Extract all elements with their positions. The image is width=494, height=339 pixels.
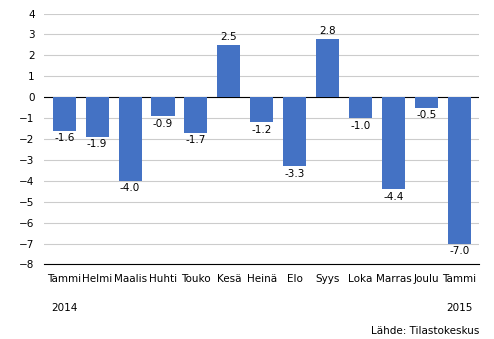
Bar [349, 97, 372, 118]
Text: -4.4: -4.4 [383, 192, 404, 202]
Bar [119, 97, 142, 181]
Bar [217, 45, 241, 97]
Text: -1.0: -1.0 [351, 121, 370, 131]
Text: 2.8: 2.8 [320, 26, 336, 36]
Bar [448, 97, 471, 243]
Text: -1.2: -1.2 [251, 125, 272, 135]
Bar [85, 97, 109, 137]
Text: -0.9: -0.9 [153, 119, 173, 128]
Bar [415, 97, 438, 108]
Bar [152, 97, 174, 116]
Text: -4.0: -4.0 [120, 183, 140, 193]
Text: -0.5: -0.5 [416, 110, 437, 120]
Text: 2015: 2015 [446, 303, 473, 313]
Text: -1.7: -1.7 [186, 135, 206, 145]
Bar [283, 97, 306, 166]
Text: -1.9: -1.9 [87, 139, 107, 149]
Text: -3.3: -3.3 [285, 169, 305, 179]
Bar [316, 39, 339, 97]
Bar [53, 97, 76, 131]
Bar [382, 97, 405, 189]
Text: 2014: 2014 [51, 303, 78, 313]
Text: -1.6: -1.6 [54, 133, 75, 143]
Bar [250, 97, 273, 122]
Text: Lähde: Tilastokeskus: Lähde: Tilastokeskus [371, 326, 479, 336]
Text: -7.0: -7.0 [450, 246, 469, 256]
Bar [184, 97, 207, 133]
Text: 2.5: 2.5 [221, 33, 237, 42]
